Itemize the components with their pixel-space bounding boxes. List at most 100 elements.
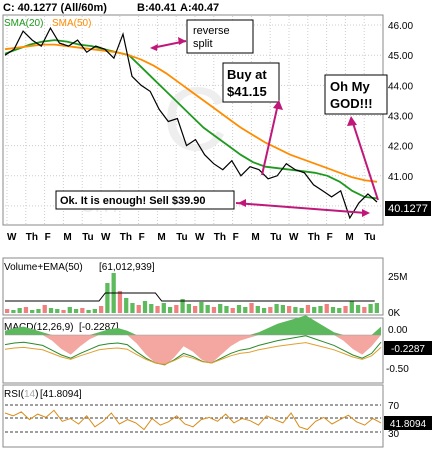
macd-last-value: -0.2287 bbox=[391, 344, 425, 355]
sell-text: Ok. It is enough! Sell $39.90 bbox=[60, 195, 206, 207]
volume-bar bbox=[23, 307, 29, 313]
legend-sma50: SMA(50) bbox=[52, 18, 91, 29]
volume-bar bbox=[36, 309, 41, 313]
volume-bar bbox=[124, 298, 129, 313]
legend-sma20: SMA(20) bbox=[4, 18, 43, 29]
macd-value: [-0.2287] bbox=[79, 322, 119, 333]
svg-text:Buy at: Buy at bbox=[227, 67, 267, 82]
rsi-line bbox=[4, 409, 382, 431]
x-tick-label: Tu bbox=[82, 232, 93, 243]
volume-bar bbox=[180, 299, 185, 313]
volume-bar bbox=[211, 307, 217, 313]
header-bid: B:40.41 bbox=[137, 2, 176, 14]
y-tick-label: 42.00 bbox=[388, 142, 413, 153]
x-tick-label: M bbox=[63, 232, 71, 243]
y-tick-label: 41.00 bbox=[388, 172, 413, 183]
x-tick-label: M bbox=[345, 232, 353, 243]
x-tick-label: Th bbox=[214, 232, 226, 243]
x-tick-label: Th bbox=[120, 232, 132, 243]
macd-last-box bbox=[384, 341, 432, 355]
volume-bar bbox=[142, 301, 148, 313]
volume-bar bbox=[73, 309, 79, 313]
volume-bar bbox=[67, 307, 72, 313]
volume-bar bbox=[105, 283, 110, 313]
y-tick-label: 46.00 bbox=[388, 21, 413, 32]
volume-bar bbox=[368, 304, 373, 313]
volume-bar bbox=[30, 310, 35, 313]
volume-bar bbox=[249, 303, 254, 313]
volume-bar bbox=[280, 305, 285, 313]
volume-bar bbox=[193, 306, 198, 313]
volume-panel bbox=[2, 257, 384, 316]
volume-bar bbox=[92, 309, 97, 313]
macd-negative-area bbox=[5, 335, 381, 366]
macd-positive-area bbox=[5, 315, 381, 335]
macd-line bbox=[4, 342, 382, 365]
y-tick-label: 43.00 bbox=[388, 111, 413, 122]
volume-bar bbox=[330, 307, 336, 313]
series-line-sma-20- bbox=[4, 39, 378, 200]
x-tick-label: F bbox=[139, 232, 145, 243]
volume-ema-line bbox=[5, 292, 375, 302]
x-tick-label: F bbox=[45, 232, 51, 243]
rsi-lines bbox=[4, 404, 382, 433]
rsi-value: [41.8094] bbox=[40, 389, 82, 400]
volume-bar bbox=[374, 303, 379, 313]
x-tick-label: W bbox=[195, 232, 205, 243]
volume-bar bbox=[236, 305, 242, 313]
y-tick-label: 45.00 bbox=[388, 51, 413, 62]
volume-bar bbox=[117, 291, 123, 313]
volume-bar bbox=[261, 308, 267, 313]
header-symbol: C: 40.1277 (All/60m) bbox=[3, 2, 107, 14]
annotation-oh-my-god: Oh My GOD!!! bbox=[324, 74, 388, 201]
reverse-split-line1: reverse bbox=[193, 25, 230, 37]
volume-bar bbox=[42, 305, 47, 313]
volume-bar bbox=[230, 308, 235, 313]
x-tick-label: Tu bbox=[176, 232, 187, 243]
volume-bar bbox=[99, 306, 104, 313]
x-tick-label: W bbox=[289, 232, 299, 243]
x-tick-label: Tu bbox=[270, 232, 281, 243]
svg-text:$41.15: $41.15 bbox=[227, 84, 267, 99]
volume-bar bbox=[5, 309, 10, 313]
volume-bar bbox=[167, 307, 173, 313]
volume-bar bbox=[224, 306, 229, 313]
volume-bar bbox=[318, 306, 323, 313]
y-tick-label: 44.00 bbox=[388, 81, 413, 92]
rsi-title: RSI(14) bbox=[4, 389, 38, 400]
volume-bar bbox=[205, 305, 210, 313]
last-price-label: 40.1277 bbox=[388, 203, 428, 215]
price-lines bbox=[4, 26, 378, 220]
rsi-last-box bbox=[384, 416, 432, 430]
x-tick-label: F bbox=[327, 232, 333, 243]
volume-bar bbox=[362, 307, 367, 313]
volume-bar bbox=[130, 303, 135, 313]
x-tick-label: M bbox=[157, 232, 165, 243]
x-tick-label: Tu bbox=[364, 232, 375, 243]
volume-bar bbox=[61, 310, 66, 313]
volume-bar bbox=[355, 305, 361, 313]
volume-bar bbox=[218, 304, 223, 313]
rsi-ylabel-30: 30 bbox=[388, 429, 400, 440]
x-tick-label: M bbox=[251, 232, 259, 243]
volume-bar bbox=[155, 306, 160, 313]
annotation-reverse-split: reverse split bbox=[150, 19, 254, 54]
volume-bar bbox=[11, 310, 16, 313]
volume-bar bbox=[161, 303, 166, 313]
rsi-last-value: 41.8094 bbox=[390, 419, 427, 430]
header-ask: A:40.47 bbox=[180, 2, 219, 14]
macd-ylabel-neg: -0.50 bbox=[386, 364, 409, 375]
volume-bar bbox=[299, 308, 304, 313]
volume-bar bbox=[274, 304, 279, 313]
macd-signal-line bbox=[4, 335, 382, 366]
volume-bar bbox=[174, 305, 179, 313]
x-tick-label: Th bbox=[308, 232, 320, 243]
rsi-ylabel-70: 70 bbox=[388, 401, 400, 412]
x-tick-label: F bbox=[233, 232, 239, 243]
volume-bar bbox=[305, 305, 311, 313]
volume-bar bbox=[343, 306, 348, 313]
volume-bar bbox=[186, 304, 191, 313]
volume-ylabel-0k: 0K bbox=[388, 308, 401, 319]
annotation-sell: Ok. It is enough! Sell $39.90 bbox=[55, 190, 370, 217]
